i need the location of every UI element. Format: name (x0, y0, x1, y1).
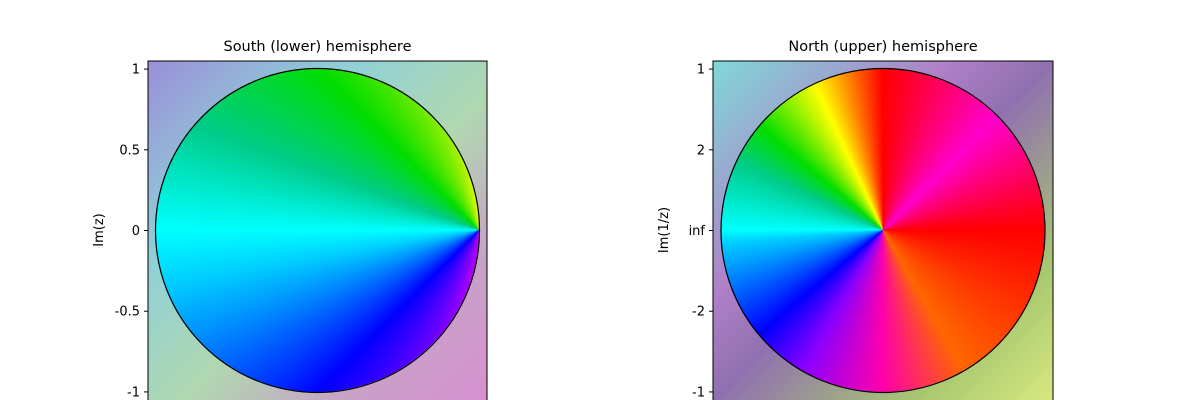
y-tick-label: 1 (697, 63, 705, 78)
domain-coloring-disc (155, 68, 479, 392)
unit-circle (720, 67, 1046, 394)
y-tick-label: 0 (132, 224, 140, 239)
axes-frame (147, 60, 488, 400)
axes-frame (712, 60, 1054, 400)
y-tick-label: 2 (697, 143, 705, 158)
image-background (148, 61, 487, 400)
domain-coloring-disc (721, 68, 1045, 392)
y-tick-label: inf (689, 224, 706, 239)
y-tick-label: -2 (692, 305, 705, 320)
y-axis-label: Im(z) (92, 213, 107, 246)
y-tick-label: -1 (692, 385, 705, 400)
y-tick-label: 0.5 (119, 143, 140, 158)
image-background (713, 61, 1053, 400)
y-tick-label: -0.5 (115, 305, 140, 320)
unit-circle (154, 67, 481, 394)
chart-title: North (upper) hemisphere (788, 39, 977, 55)
y-tick-label: -1 (127, 385, 140, 400)
y-tick-label: 1 (132, 63, 140, 78)
chart-title: South (lower) hemisphere (223, 39, 411, 55)
y-axis-label: Im(1/z) (657, 207, 672, 253)
